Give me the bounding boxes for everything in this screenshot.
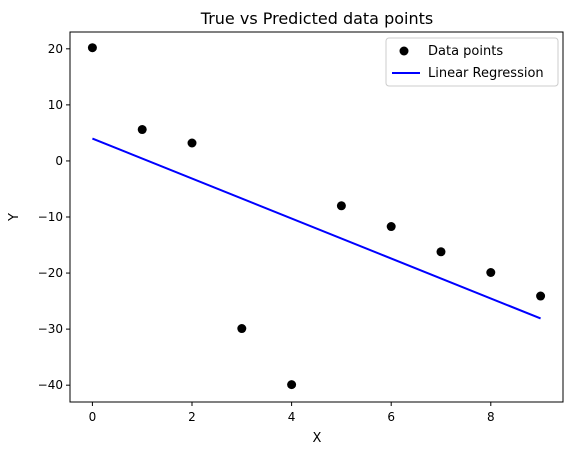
data-point <box>187 138 197 148</box>
regression-line <box>92 137 541 320</box>
x-tick-label: 2 <box>188 410 196 424</box>
x-tick-label: 6 <box>387 410 395 424</box>
legend-label-data-points: Data points <box>428 44 503 59</box>
chart-title: True vs Predicted data points <box>200 9 433 28</box>
x-tick-label: 4 <box>288 410 296 424</box>
data-point <box>237 324 247 334</box>
y-tick-label: −30 <box>38 322 63 336</box>
y-tick-label: 20 <box>48 42 63 56</box>
plot-frame <box>69 31 564 403</box>
legend-marker-data-points <box>399 46 409 56</box>
y-tick-label: −10 <box>38 210 63 224</box>
data-point <box>386 222 396 232</box>
data-point <box>536 291 546 301</box>
x-tick-label: 0 <box>89 410 97 424</box>
y-tick-label: −40 <box>38 378 63 392</box>
y-tick-label: 10 <box>48 98 63 112</box>
data-point <box>287 380 297 390</box>
x-tick-label: 8 <box>487 410 495 424</box>
y-tick-label: −20 <box>38 266 63 280</box>
legend-box <box>385 37 559 87</box>
y-axis-label: Y <box>7 213 22 222</box>
data-point <box>87 43 97 53</box>
data-point <box>436 247 446 257</box>
data-point <box>137 125 147 135</box>
x-axis-label: X <box>313 431 322 446</box>
legend-label-regression: Linear Regression <box>428 66 544 81</box>
data-point <box>486 268 496 277</box>
y-tick-label: 0 <box>55 154 63 168</box>
data-point <box>336 201 346 211</box>
